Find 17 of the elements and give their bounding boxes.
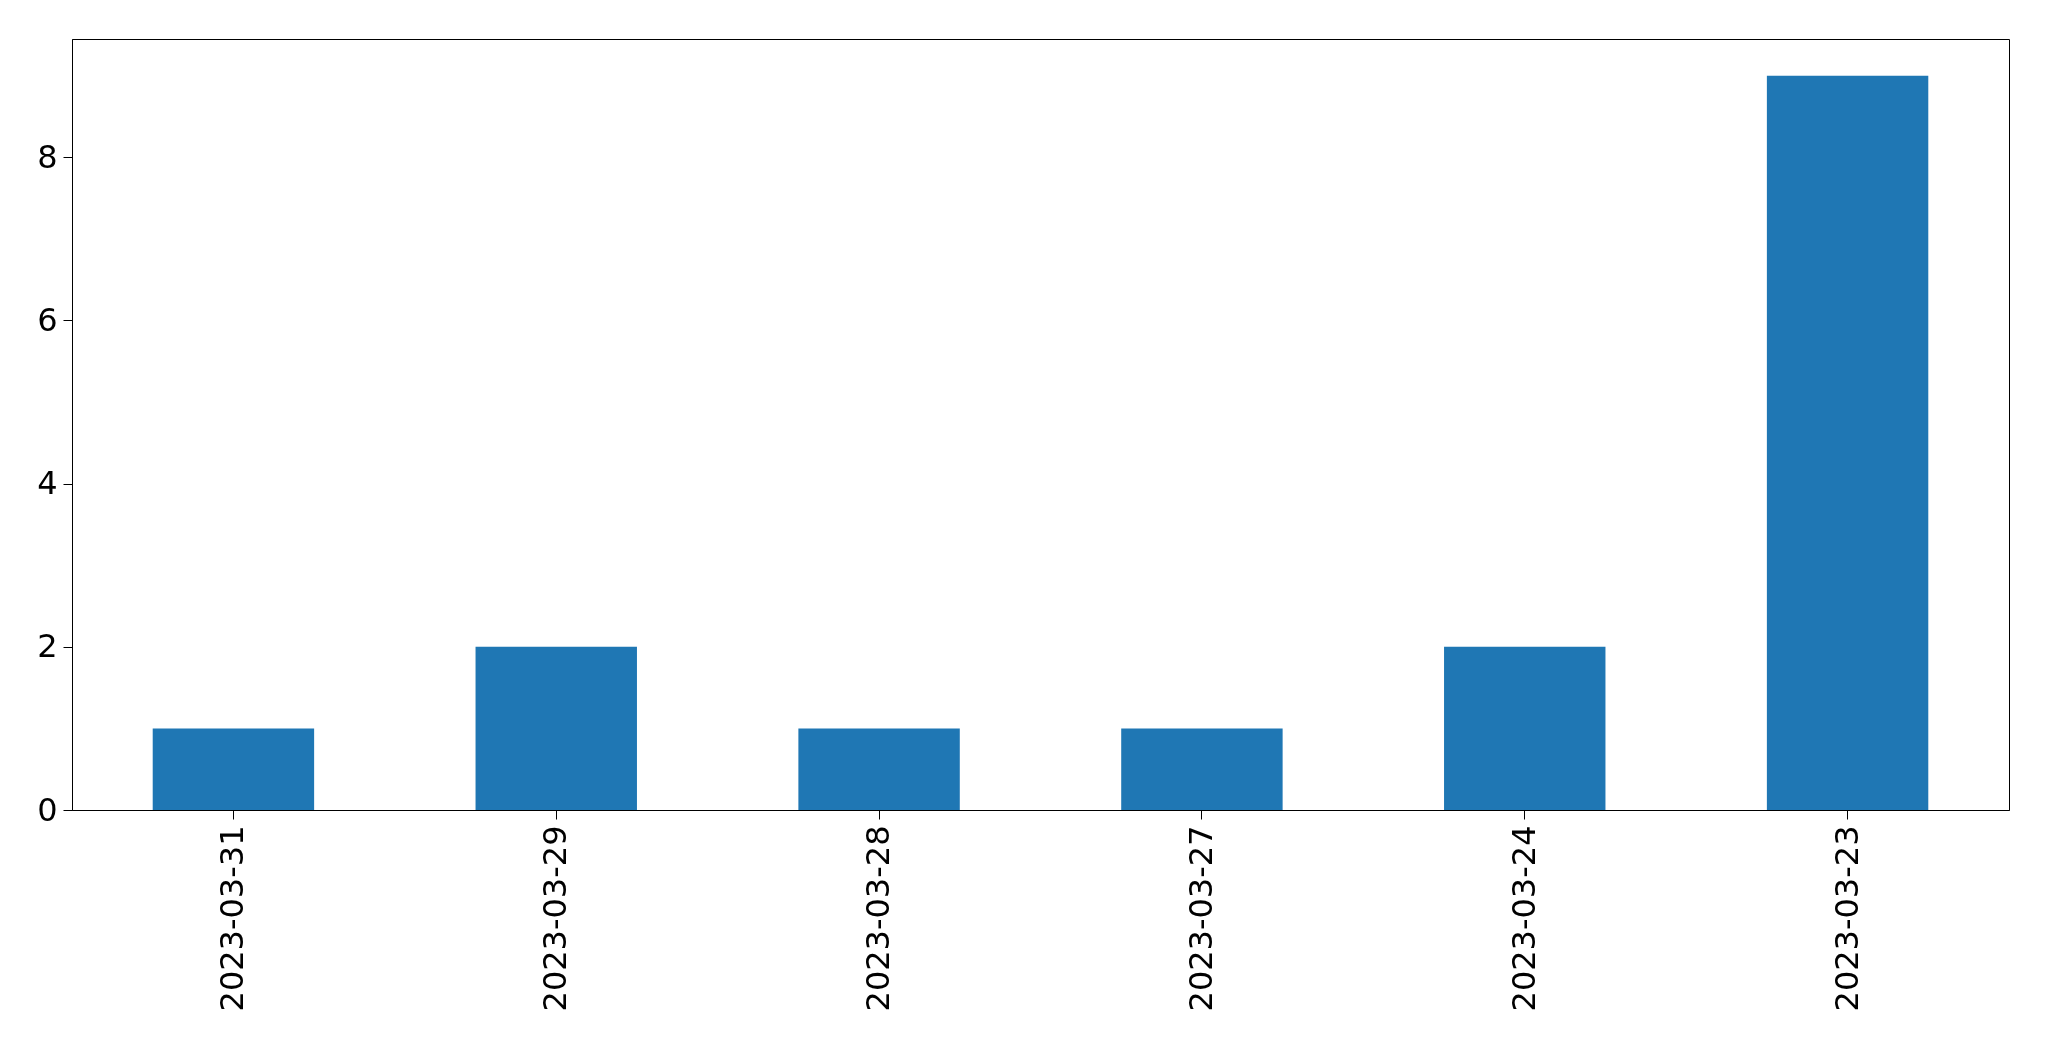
y-tick-label: 2 — [37, 627, 58, 666]
bar — [475, 646, 637, 810]
x-tick-label: 2023-03-24 — [1504, 825, 1543, 1012]
y-tick-label: 8 — [37, 137, 58, 176]
y-tick-label: 6 — [37, 300, 58, 339]
x-tick-label: 2023-03-27 — [1181, 825, 1220, 1012]
bar — [1121, 728, 1283, 810]
bar — [798, 728, 960, 810]
x-tick-label: 2023-03-29 — [536, 825, 575, 1012]
bar — [1766, 75, 1929, 810]
y-tick-label: 4 — [37, 464, 58, 503]
x-tick-label: 2023-03-31 — [213, 825, 252, 1012]
bar — [152, 728, 315, 810]
x-tick-label: 2023-03-28 — [859, 825, 898, 1012]
bar — [1444, 646, 1606, 810]
x-tick-label: 2023-03-23 — [1827, 825, 1866, 1012]
y-tick-label: 0 — [37, 790, 58, 829]
